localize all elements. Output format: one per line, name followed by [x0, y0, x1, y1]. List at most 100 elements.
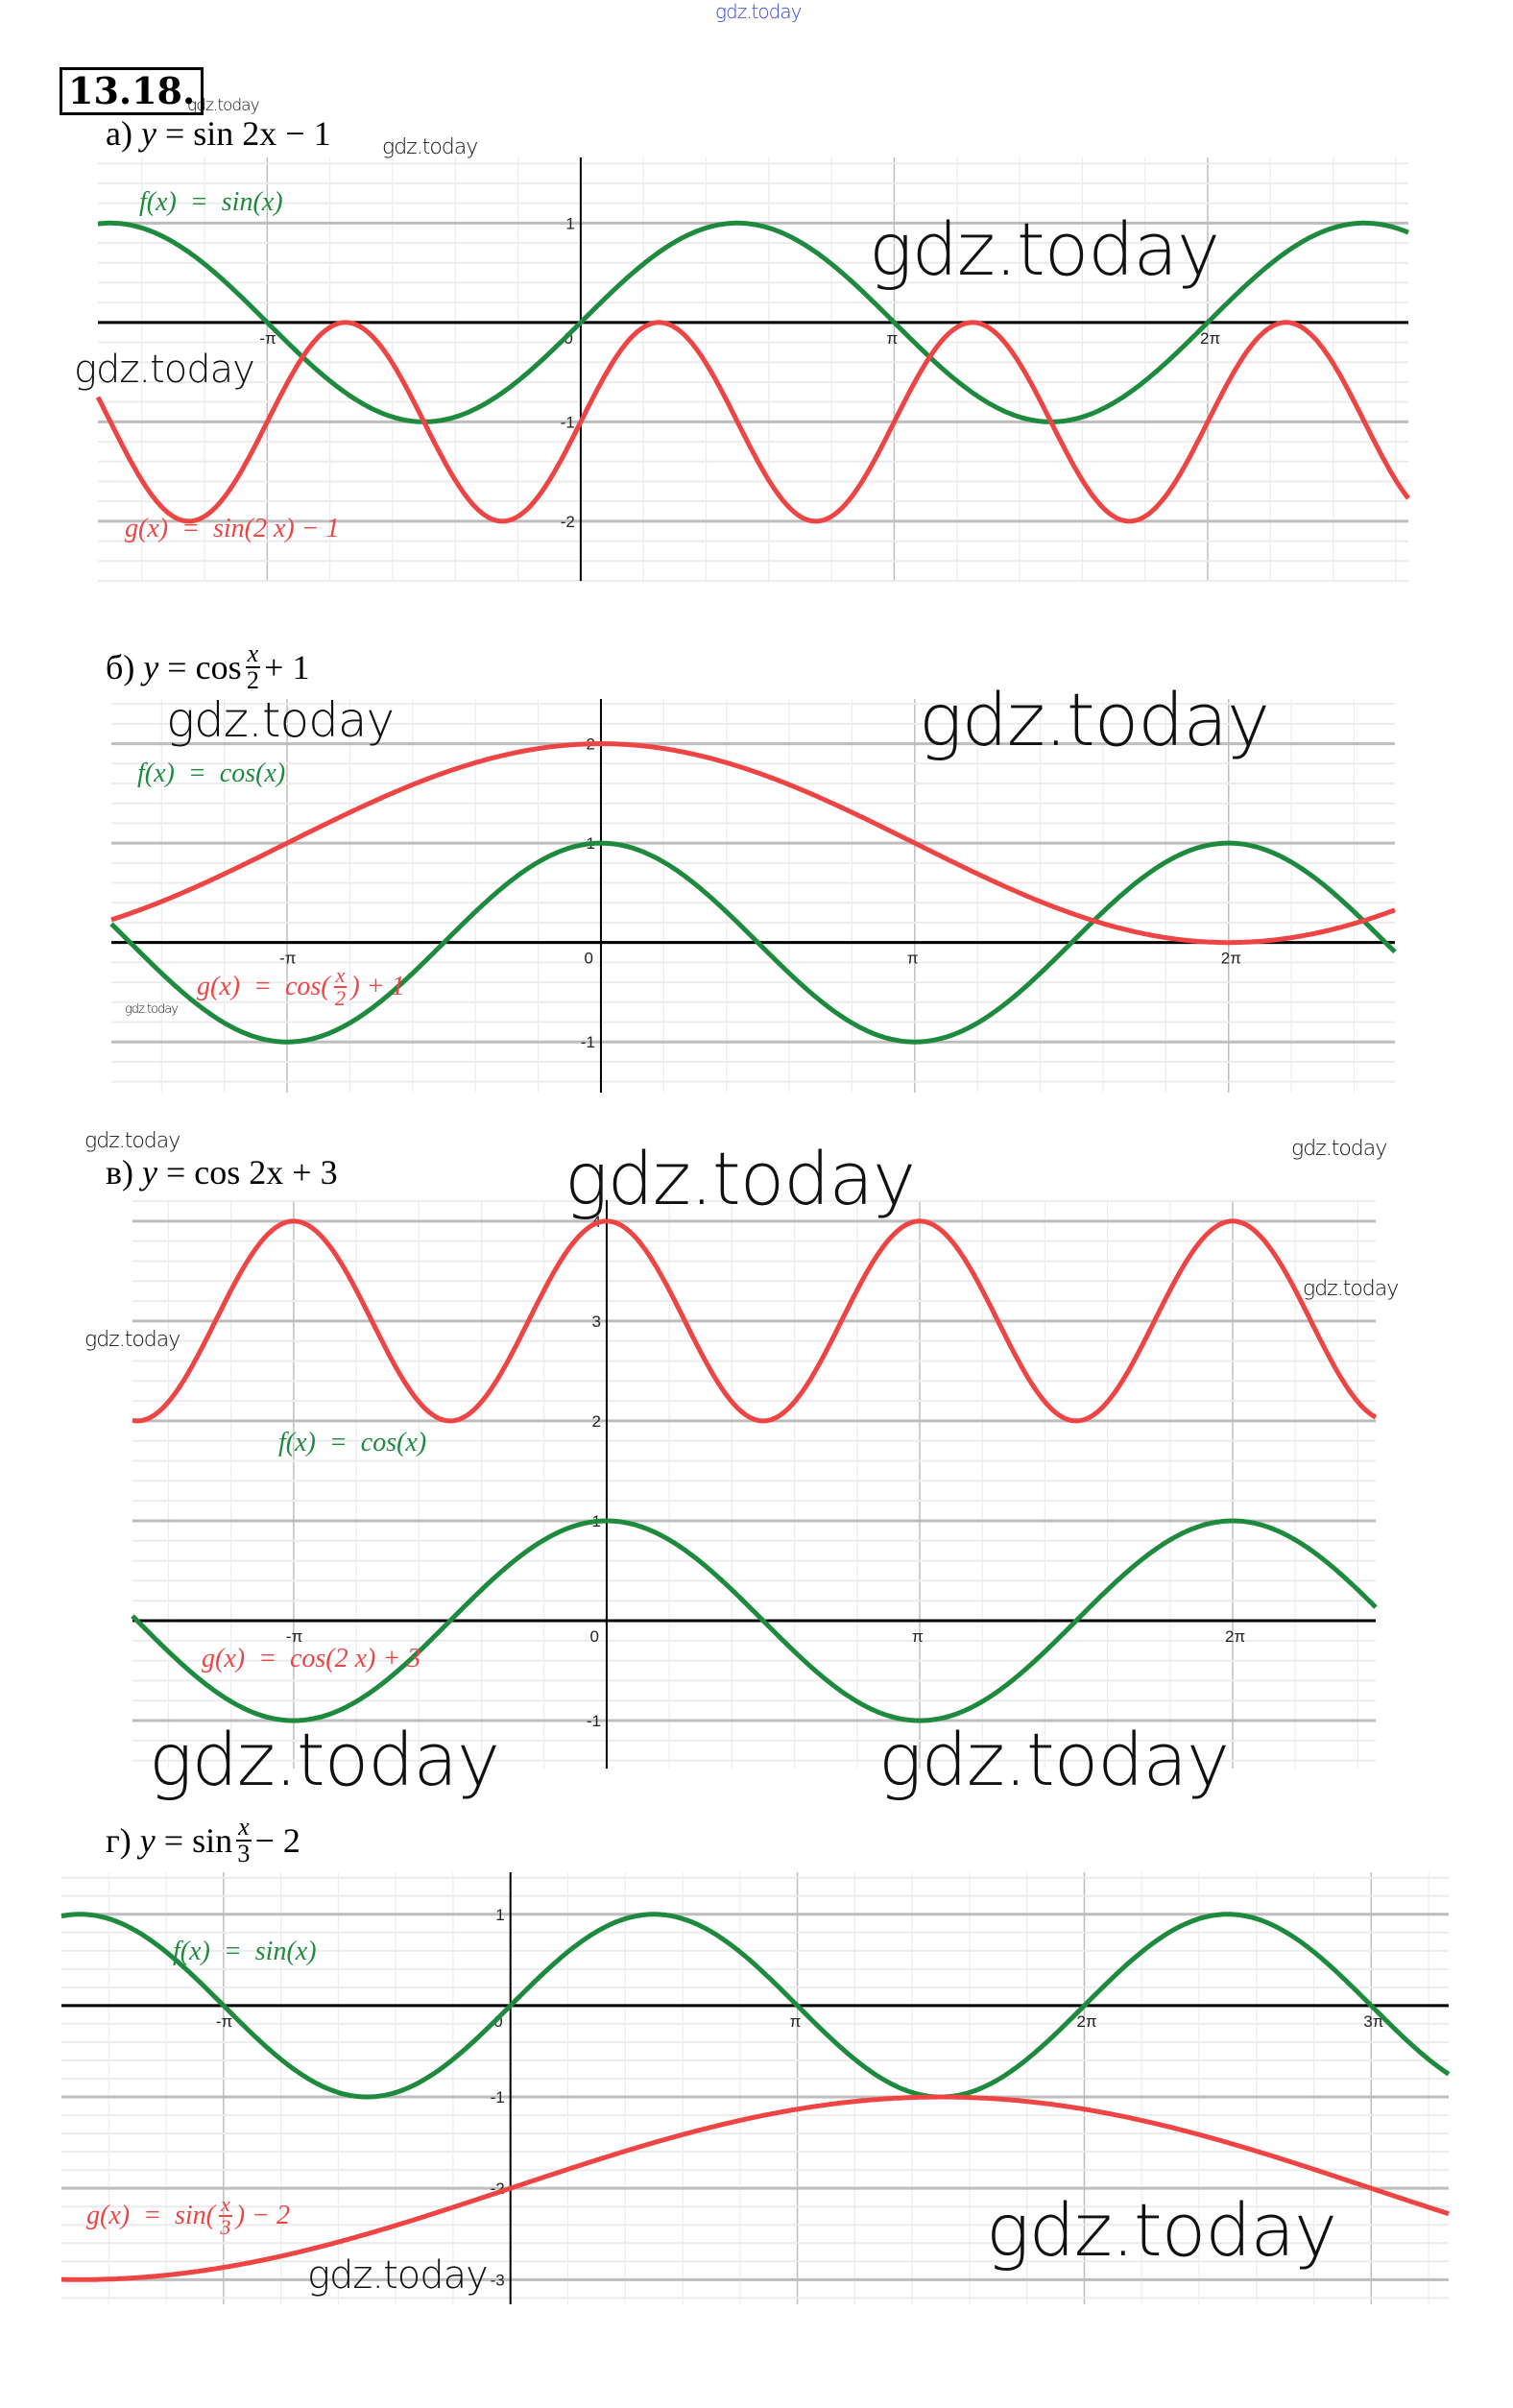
denominator: 2: [246, 666, 259, 694]
x-tick-label: -π: [286, 1627, 302, 1646]
g-series-line: [60, 2094, 1450, 2282]
numerator: x: [333, 963, 348, 988]
x-tick-label: -π: [216, 2012, 232, 2031]
label-rhs: sin(x): [221, 187, 283, 217]
watermark: gdz.today: [1303, 1277, 1399, 1301]
label-equals: =: [174, 759, 220, 788]
label-lhs: g(x): [86, 2201, 131, 2230]
x-tick-label: 3π: [1363, 2012, 1383, 2031]
label-equals: =: [209, 1937, 255, 1966]
y-tick-label: -3: [491, 2271, 505, 2289]
watermark: gdz.today: [1291, 1137, 1387, 1161]
x-tick-label: 2π: [1076, 2012, 1096, 2031]
formula-lhs: y: [142, 1153, 157, 1192]
g-series-line: [110, 741, 1396, 946]
label-tail: ) − 2: [235, 2201, 290, 2230]
x-tick-label: π: [886, 329, 898, 348]
equals-sign: =: [167, 648, 187, 686]
x-tick-label: π: [907, 950, 919, 968]
watermark: gdz.today: [919, 677, 1270, 762]
watermark: gdz.today: [74, 348, 255, 392]
label-rhs: cos(x): [219, 759, 286, 788]
denominator: 3: [237, 1840, 251, 1867]
watermark: gdz.today: [715, 0, 802, 23]
g-series-label: g(x) = sin(2 x) − 1: [125, 514, 340, 544]
watermark: gdz.today: [986, 2187, 1337, 2273]
label-equals: =: [168, 514, 213, 543]
equals-sign: =: [164, 114, 185, 153]
formula-fn: cos: [195, 648, 242, 686]
label-lhs: f(x): [278, 1428, 316, 1457]
x-tick-label: 0: [564, 329, 572, 348]
g-series-label: g(x) = sin(x 3) − 2: [86, 2194, 290, 2238]
chart-0: -π 0 π 2π 1 -1 -2: [95, 157, 1410, 582]
f-series-line: [97, 220, 1409, 424]
g-series-line: [95, 320, 1410, 524]
formula-rhs: cos 2x + 3: [194, 1153, 338, 1192]
label-fn: sin(: [174, 2201, 215, 2230]
label-lhs: g(x): [125, 514, 169, 543]
formula-fn: sin: [192, 1821, 233, 1860]
f-series-label: f(x) = sin(x): [173, 1937, 317, 1967]
f-series-label: f(x) = sin(x): [139, 187, 283, 218]
watermark: gdz.today: [166, 692, 395, 748]
formula-lhs: y: [139, 1821, 156, 1860]
label-tail: ) + 1: [350, 972, 405, 1001]
watermark: gdz.today: [564, 1136, 916, 1221]
x-tick-label: 2π: [1225, 1627, 1245, 1646]
f-series-line: [131, 1518, 1378, 1723]
x-tick-label: 0: [493, 2012, 502, 2031]
x-tick-label: π: [790, 2012, 802, 2031]
label-rhs: sin(2 x) − 1: [212, 514, 340, 543]
y-tick-label: -2: [561, 513, 575, 531]
watermark: gdz.today: [84, 1328, 180, 1352]
label-lhs: f(x): [139, 187, 177, 217]
formula-tail: − 2: [254, 1821, 300, 1860]
y-tick-label: 1: [495, 1906, 504, 1924]
formula-rhs: sin 2x − 1: [193, 114, 331, 153]
watermark: gdz.today: [382, 135, 478, 159]
y-tick-label: -1: [587, 1712, 601, 1730]
label-lhs: g(x): [197, 972, 241, 1001]
f-series-line: [109, 840, 1397, 1045]
label-lhs: f(x): [137, 759, 175, 788]
x-tick-label: 2π: [1200, 329, 1220, 348]
watermark: gdz.today: [187, 96, 260, 115]
y-tick-label: 2: [591, 1412, 600, 1431]
part-a-title: а) y = sin 2x − 1: [106, 113, 331, 154]
label-equals: =: [315, 1428, 361, 1457]
equals-sign: =: [163, 1821, 184, 1860]
equals-sign: =: [165, 1153, 186, 1192]
y-tick-label: -1: [491, 2088, 505, 2107]
x-tick-label: 0: [589, 1627, 598, 1646]
label-fn: cos(: [284, 972, 330, 1001]
label-rhs: cos(x): [360, 1428, 427, 1457]
watermark: gdz.today: [125, 1002, 179, 1017]
y-tick-label: 3: [591, 1312, 600, 1331]
f-series-label: f(x) = cos(x): [278, 1428, 426, 1458]
denominator: 3: [220, 2215, 231, 2239]
f-series-label: f(x) = cos(x): [137, 759, 285, 789]
x-tick-label: -π: [279, 950, 296, 968]
watermark: gdz.today: [307, 2253, 489, 2298]
watermark: gdz.today: [869, 206, 1220, 292]
y-tick-label: 1: [565, 214, 574, 232]
formula-lhs: y: [140, 114, 156, 153]
label-equals: =: [176, 187, 222, 217]
part-letter: б): [106, 648, 135, 686]
g-series-label: g(x) = cos(2 x) + 3: [202, 1644, 420, 1674]
y-tick-label: -1: [581, 1033, 595, 1051]
formula-tail: + 1: [264, 648, 310, 686]
label-lhs: f(x): [173, 1937, 210, 1966]
chart-3: -π 0 π 2π 3π1-1-2-3: [60, 1872, 1451, 2304]
x-tick-label: π: [912, 1627, 924, 1646]
watermark: gdz.today: [84, 1129, 180, 1153]
g-series-label: g(x) = cos(x 2) + 1: [197, 965, 405, 1009]
f-series-line: [60, 1912, 1451, 2100]
formula-lhs: y: [143, 648, 159, 686]
